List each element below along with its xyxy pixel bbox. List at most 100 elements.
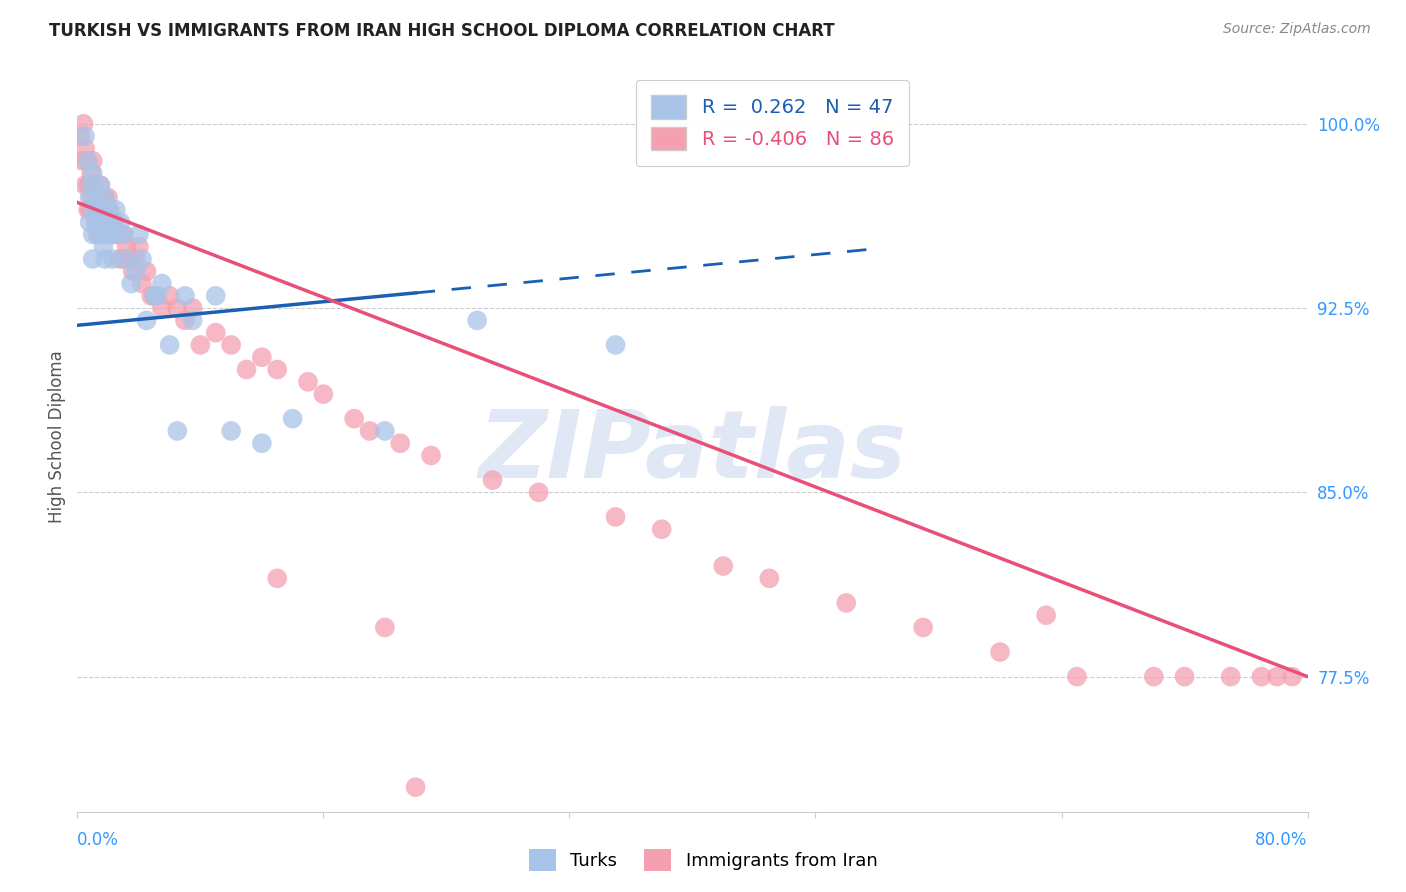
Point (70, 153, 93, 168)
Point (131, 277, 153, 291)
Point (128, 227, 150, 242)
Point (297, 375, 319, 389)
Point (90, 190, 114, 204)
Point (97, 215, 120, 229)
Point (181, 313, 204, 327)
Point (150, 301, 173, 315)
Point (87, 227, 110, 242)
Point (374, 424, 396, 438)
Point (235, 362, 257, 376)
Point (481, 473, 503, 487)
Point (1143, 670, 1166, 684)
Point (343, 411, 366, 425)
Point (266, 571, 288, 585)
Point (108, 227, 131, 242)
Point (420, 449, 443, 463)
Point (219, 424, 242, 438)
Point (605, 338, 627, 352)
Point (131, 252, 153, 266)
Point (188, 338, 212, 352)
Point (219, 338, 242, 352)
Point (79, 215, 101, 229)
Point (73, 129, 96, 144)
Point (135, 264, 157, 278)
Point (97, 202, 120, 217)
Point (115, 240, 138, 254)
Point (97, 190, 120, 204)
Point (73, 178, 96, 193)
Point (97, 227, 120, 242)
Point (84, 190, 107, 204)
Point (90, 215, 114, 229)
Point (1066, 670, 1088, 684)
Point (86, 215, 108, 229)
Y-axis label: High School Diploma: High School Diploma (48, 351, 66, 524)
Point (110, 215, 132, 229)
Point (204, 289, 226, 303)
Point (166, 301, 188, 315)
Point (1174, 670, 1197, 684)
Point (79, 202, 101, 217)
Point (84, 215, 107, 229)
Point (83, 178, 105, 193)
Point (101, 227, 124, 242)
Point (72, 117, 94, 131)
Point (94, 190, 117, 204)
Point (1281, 670, 1303, 684)
Legend: R =  0.262   N = 47, R = -0.406   N = 86: R = 0.262 N = 47, R = -0.406 N = 86 (636, 79, 910, 166)
Point (110, 252, 132, 266)
Legend: Turks, Immigrants from Iran: Turks, Immigrants from Iran (522, 842, 884, 879)
Point (1265, 670, 1288, 684)
Point (204, 326, 226, 340)
Point (101, 252, 124, 266)
Text: ZIPatlas: ZIPatlas (478, 406, 907, 498)
Point (135, 313, 157, 327)
Point (374, 620, 396, 634)
Point (77, 153, 100, 168)
Point (94, 215, 117, 229)
Point (82, 227, 104, 242)
Point (77, 178, 100, 193)
Point (465, 313, 488, 327)
Point (77, 202, 100, 217)
Point (527, 485, 550, 500)
Text: Source: ZipAtlas.com: Source: ZipAtlas.com (1223, 22, 1371, 37)
Point (125, 264, 148, 278)
Point (112, 252, 135, 266)
Point (159, 338, 181, 352)
Point (118, 252, 141, 266)
Point (405, 780, 427, 794)
Point (711, 559, 734, 574)
Point (120, 277, 142, 291)
Point (86, 202, 108, 217)
Point (125, 252, 148, 266)
Point (80, 190, 103, 204)
Point (115, 252, 138, 266)
Point (359, 424, 381, 438)
Point (80, 178, 103, 193)
Point (69, 129, 91, 144)
Point (1219, 670, 1241, 684)
Point (128, 240, 150, 254)
Point (835, 596, 858, 610)
Point (79, 190, 101, 204)
Text: 0.0%: 0.0% (77, 831, 120, 849)
Point (82, 178, 104, 193)
Point (112, 227, 135, 242)
Point (82, 166, 104, 180)
Point (281, 411, 304, 425)
Point (76, 153, 98, 168)
Point (159, 289, 181, 303)
Point (758, 571, 780, 585)
Point (105, 227, 128, 242)
Point (121, 264, 143, 278)
Point (103, 215, 125, 229)
Point (80, 166, 103, 180)
Point (104, 227, 127, 242)
Point (143, 289, 166, 303)
Point (174, 313, 197, 327)
Point (82, 252, 104, 266)
Point (104, 202, 127, 217)
Point (312, 387, 335, 401)
Point (98, 202, 121, 217)
